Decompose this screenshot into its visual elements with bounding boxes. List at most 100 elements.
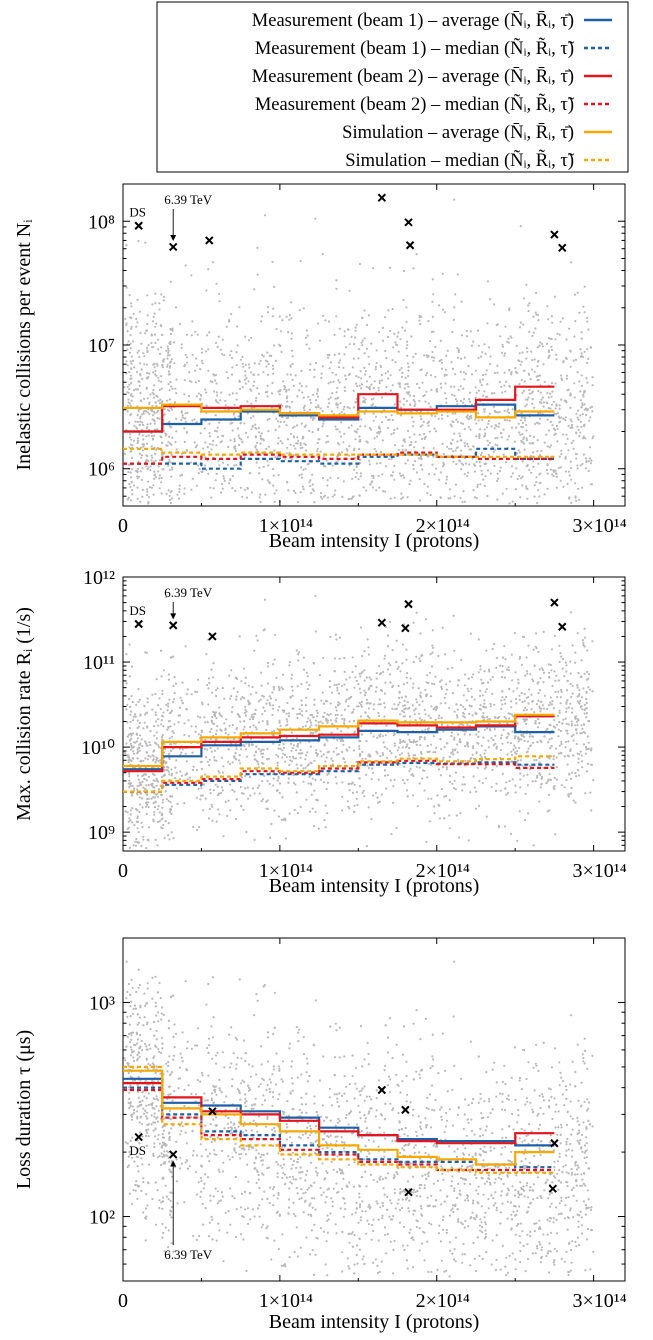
data-point xyxy=(285,389,288,392)
data-point xyxy=(452,787,456,790)
data-point xyxy=(322,314,325,317)
data-point xyxy=(355,431,358,434)
data-point xyxy=(415,471,419,474)
data-point xyxy=(247,703,250,706)
data-point xyxy=(170,743,173,746)
data-point xyxy=(283,388,286,391)
data-point xyxy=(587,677,590,680)
data-point xyxy=(368,753,371,756)
data-point xyxy=(462,463,465,466)
data-point xyxy=(149,422,152,425)
data-point xyxy=(510,475,513,478)
data-point xyxy=(209,788,212,791)
data-point xyxy=(196,715,199,718)
data-point xyxy=(207,703,210,706)
data-point xyxy=(302,488,305,491)
data-point xyxy=(506,419,509,422)
data-point xyxy=(575,432,578,435)
data-point xyxy=(549,468,552,471)
data-point xyxy=(153,806,157,809)
scatter-points xyxy=(123,198,595,505)
data-point xyxy=(423,738,426,741)
data-point xyxy=(126,391,129,394)
data-point xyxy=(361,316,364,319)
data-point xyxy=(260,752,263,755)
data-point xyxy=(311,488,314,491)
data-point xyxy=(314,719,318,722)
data-point xyxy=(402,403,405,406)
data-point xyxy=(413,754,417,757)
data-point xyxy=(525,485,528,488)
data-point xyxy=(397,684,400,688)
data-point xyxy=(367,806,370,809)
data-point xyxy=(320,755,323,758)
data-point xyxy=(421,381,424,384)
data-point xyxy=(452,460,455,463)
data-point xyxy=(559,702,562,705)
data-point xyxy=(475,712,478,715)
data-point xyxy=(228,697,232,700)
data-point xyxy=(304,704,307,707)
data-point xyxy=(272,784,275,787)
data-point xyxy=(125,742,128,745)
data-point xyxy=(135,371,139,374)
data-point xyxy=(203,716,206,719)
data-point xyxy=(246,755,249,758)
data-point xyxy=(501,670,504,673)
data-point xyxy=(348,407,351,410)
data-point xyxy=(304,336,308,339)
data-point xyxy=(250,743,253,746)
data-point xyxy=(315,749,318,752)
data-point xyxy=(254,750,257,753)
data-point xyxy=(503,384,506,387)
data-point xyxy=(155,777,158,780)
data-point xyxy=(574,358,578,361)
data-point xyxy=(587,328,590,331)
data-point xyxy=(548,809,551,812)
data-point xyxy=(235,698,238,701)
data-point xyxy=(568,474,571,477)
data-point xyxy=(158,820,161,823)
data-point xyxy=(463,716,466,719)
data-point xyxy=(580,337,583,340)
data-point xyxy=(477,742,480,745)
data-point xyxy=(217,335,220,338)
data-point xyxy=(152,818,155,821)
data-point xyxy=(454,412,457,415)
data-point xyxy=(575,499,578,502)
data-point xyxy=(571,711,574,714)
data-point xyxy=(570,735,573,738)
data-point xyxy=(419,323,422,326)
data-point xyxy=(532,460,535,463)
data-point xyxy=(153,474,156,477)
data-point xyxy=(292,444,295,447)
data-point xyxy=(385,356,388,360)
data-point xyxy=(240,680,243,683)
data-point xyxy=(205,756,208,759)
data-point xyxy=(202,447,205,450)
data-point xyxy=(153,333,157,336)
data-point xyxy=(221,461,224,464)
data-point xyxy=(501,665,504,668)
data-point xyxy=(576,686,579,689)
data-point xyxy=(581,404,584,407)
data-point xyxy=(230,669,233,672)
data-point xyxy=(176,493,179,496)
data-point xyxy=(456,743,459,746)
data-point xyxy=(224,732,227,735)
data-point xyxy=(364,425,367,428)
data-point xyxy=(511,500,514,503)
data-point xyxy=(123,452,126,455)
data-point xyxy=(585,716,588,719)
data-point xyxy=(418,738,421,741)
data-point xyxy=(339,402,342,405)
data-point xyxy=(581,639,584,642)
data-point xyxy=(543,694,547,697)
data-point xyxy=(353,468,356,471)
data-point xyxy=(247,797,250,800)
data-point xyxy=(555,723,559,726)
data-point xyxy=(565,702,568,705)
data-point xyxy=(130,744,133,747)
data-point xyxy=(573,382,576,385)
data-point xyxy=(590,809,593,812)
